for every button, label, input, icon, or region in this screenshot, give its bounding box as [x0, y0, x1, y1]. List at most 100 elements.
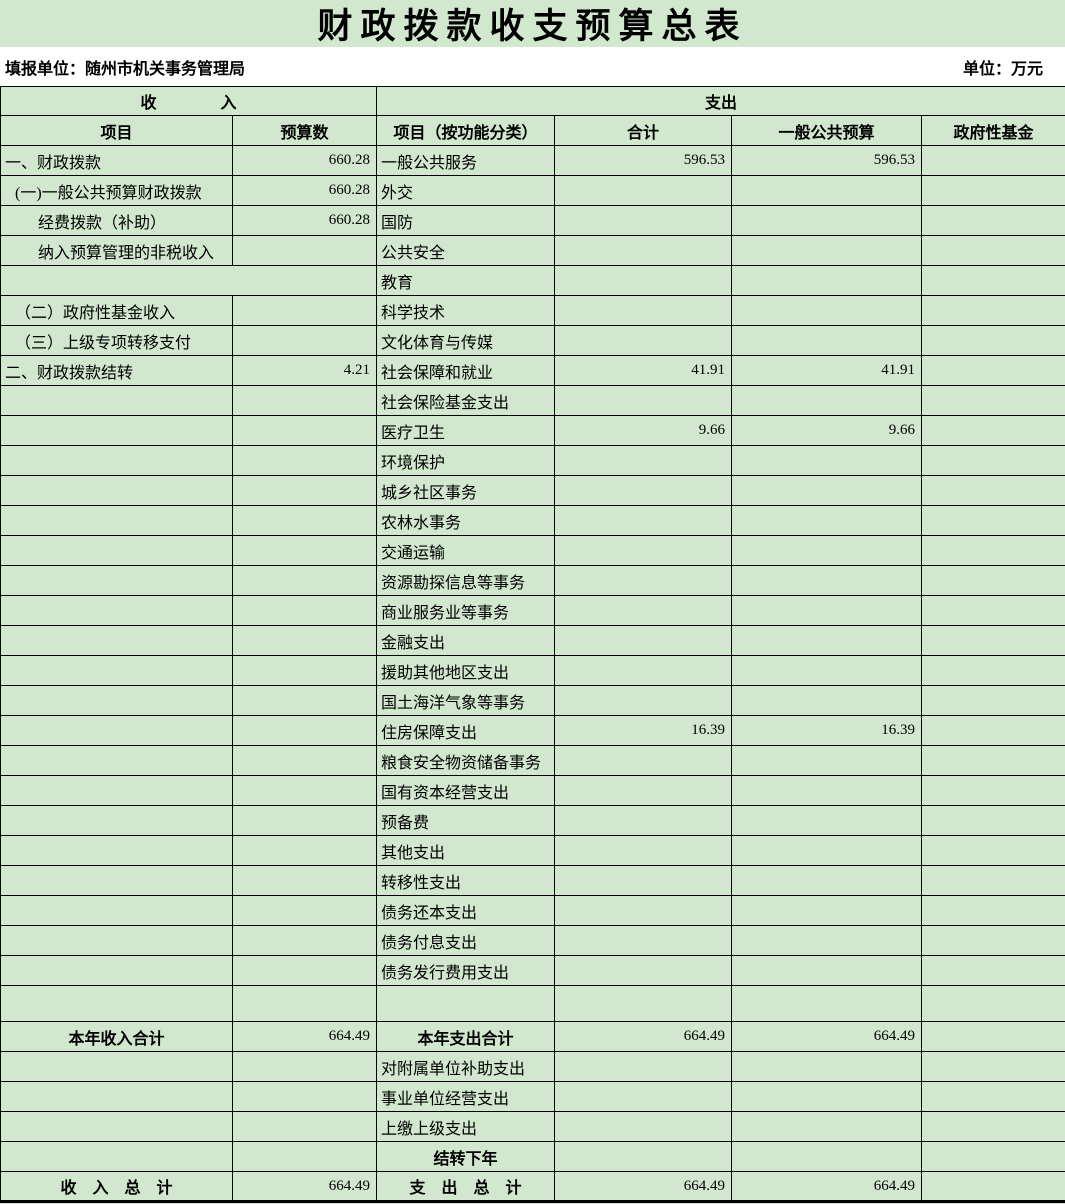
expense-general-budget-cell: 9.66: [731, 415, 923, 446]
budget-table: 收 入 支出 项目 预算数 项目（按功能分类） 合计 一般公共预算 政府性基金 …: [0, 86, 1065, 1203]
expense-gov-fund-cell: [921, 475, 1065, 506]
income-item-cell: [0, 655, 233, 686]
expense-total-cell: [554, 505, 733, 536]
expense-total-cell: [554, 265, 733, 296]
table-row: 结转下年: [0, 1141, 1065, 1172]
expense-gov-fund-cell: [921, 145, 1065, 176]
expense-item-cell: 国防: [376, 205, 556, 236]
table-row: 本年收入合计 664.49 本年支出合计 664.49 664.49: [0, 1021, 1065, 1052]
income-item-cell: [0, 985, 233, 1022]
header-income: 收 入: [0, 86, 378, 116]
expense-gov-fund-cell: [921, 1141, 1065, 1172]
income-item-cell: [0, 415, 233, 446]
expense-total-cell: [554, 295, 733, 326]
table-row: （三）上级专项转移支付 文化体育与传媒: [0, 325, 1065, 356]
expense-general-budget-cell: [731, 745, 923, 776]
income-item-cell: （二）政府性基金收入: [0, 295, 233, 326]
expense-item-cell: 环境保护: [376, 445, 556, 476]
income-item-cell: [0, 505, 233, 536]
income-item-cell: 收 入 总 计: [0, 1171, 233, 1202]
expense-gov-fund-cell: [921, 595, 1065, 626]
income-budget-cell: 660.28: [231, 145, 378, 176]
income-budget-cell: [231, 565, 378, 596]
expense-general-budget-cell: [731, 265, 923, 296]
expense-general-budget-cell: 16.39: [731, 715, 923, 746]
expense-general-budget-cell: [731, 505, 923, 536]
income-item-cell: [0, 715, 233, 746]
income-budget-cell: 664.49: [231, 1021, 378, 1052]
table-row: 债务付息支出: [0, 925, 1065, 956]
page-title: 财政拨款收支预算总表: [317, 7, 748, 46]
expense-item-cell: [376, 985, 556, 1022]
expense-total-cell: [554, 205, 733, 236]
expense-gov-fund-cell: [921, 1171, 1065, 1202]
expense-item-cell: 金融支出: [376, 625, 556, 656]
income-item-cell: [0, 1111, 233, 1142]
table-row: 债务还本支出: [0, 895, 1065, 926]
expense-total-cell: [554, 565, 733, 596]
expense-gov-fund-cell: [921, 325, 1065, 356]
expense-gov-fund-cell: [921, 355, 1065, 386]
expense-total-cell: [554, 745, 733, 776]
table-row: 城乡社区事务: [0, 475, 1065, 506]
expense-gov-fund-cell: [921, 925, 1065, 956]
expense-item-cell: 本年支出合计: [376, 1021, 556, 1052]
income-item-cell: [0, 775, 233, 806]
expense-general-budget-cell: [731, 925, 923, 956]
table-row: 医疗卫生 9.66 9.66: [0, 415, 1065, 446]
income-item-cell: [0, 475, 233, 506]
table-row: 援助其他地区支出: [0, 655, 1065, 686]
expense-item-cell: 结转下年: [376, 1141, 556, 1172]
expense-total-cell: [554, 835, 733, 866]
expense-general-budget-cell: 664.49: [731, 1021, 923, 1052]
income-budget-cell: [231, 475, 378, 506]
expense-gov-fund-cell: [921, 865, 1065, 896]
income-item-cell: [0, 865, 233, 896]
expense-general-budget-cell: [731, 535, 923, 566]
income-budget-cell: [231, 1051, 378, 1082]
income-item-cell: 一、财政拨款: [0, 145, 233, 176]
expense-total-cell: [554, 895, 733, 926]
expense-total-cell: [554, 685, 733, 716]
expense-gov-fund-cell: [921, 535, 1065, 566]
income-budget-cell: [231, 745, 378, 776]
expense-item-cell: 预备费: [376, 805, 556, 836]
expense-general-budget-cell: [731, 1111, 923, 1142]
expense-item-cell: 国土海洋气象等事务: [376, 685, 556, 716]
expense-gov-fund-cell: [921, 895, 1065, 926]
income-budget-cell: 4.21: [231, 355, 378, 386]
table-row: 经费拨款（补助） 660.28 国防: [0, 205, 1065, 236]
table-row: (一)一般公共预算财政拨款 660.28 外交: [0, 175, 1065, 206]
expense-general-budget-cell: [731, 835, 923, 866]
expense-total-cell: [554, 985, 733, 1022]
expense-gov-fund-cell: [921, 1111, 1065, 1142]
table-row: 转移性支出: [0, 865, 1065, 896]
expense-gov-fund-cell: [921, 205, 1065, 236]
expense-gov-fund-cell: [921, 1021, 1065, 1052]
income-budget-cell: 664.49: [231, 1171, 378, 1202]
table-row: 上缴上级支出: [0, 1111, 1065, 1142]
expense-item-cell: 债务付息支出: [376, 925, 556, 956]
expense-gov-fund-cell: [921, 805, 1065, 836]
income-budget-cell: [231, 295, 378, 326]
table-row: 商业服务业等事务: [0, 595, 1065, 626]
expense-general-budget-cell: 664.49: [731, 1171, 923, 1202]
expense-item-cell: 债务发行费用支出: [376, 955, 556, 986]
income-budget-cell: [231, 235, 378, 266]
expense-general-budget-cell: [731, 805, 923, 836]
income-item-cell: [0, 595, 233, 626]
unit-label: 单位：万元: [962, 60, 1043, 78]
expense-general-budget-cell: [731, 985, 923, 1022]
income-budget-cell: [231, 505, 378, 536]
column-header-income-item: 项目: [0, 115, 233, 146]
expense-total-cell: [554, 475, 733, 506]
income-budget-cell: [231, 445, 378, 476]
income-item-cell: [0, 895, 233, 926]
income-budget-cell: [231, 925, 378, 956]
expense-general-budget-cell: [731, 565, 923, 596]
income-item-cell: [0, 805, 233, 836]
expense-item-cell: 国有资本经营支出: [376, 775, 556, 806]
income-item-cell: [0, 685, 233, 716]
income-budget-cell: [231, 415, 378, 446]
income-item-cell: [0, 265, 378, 296]
